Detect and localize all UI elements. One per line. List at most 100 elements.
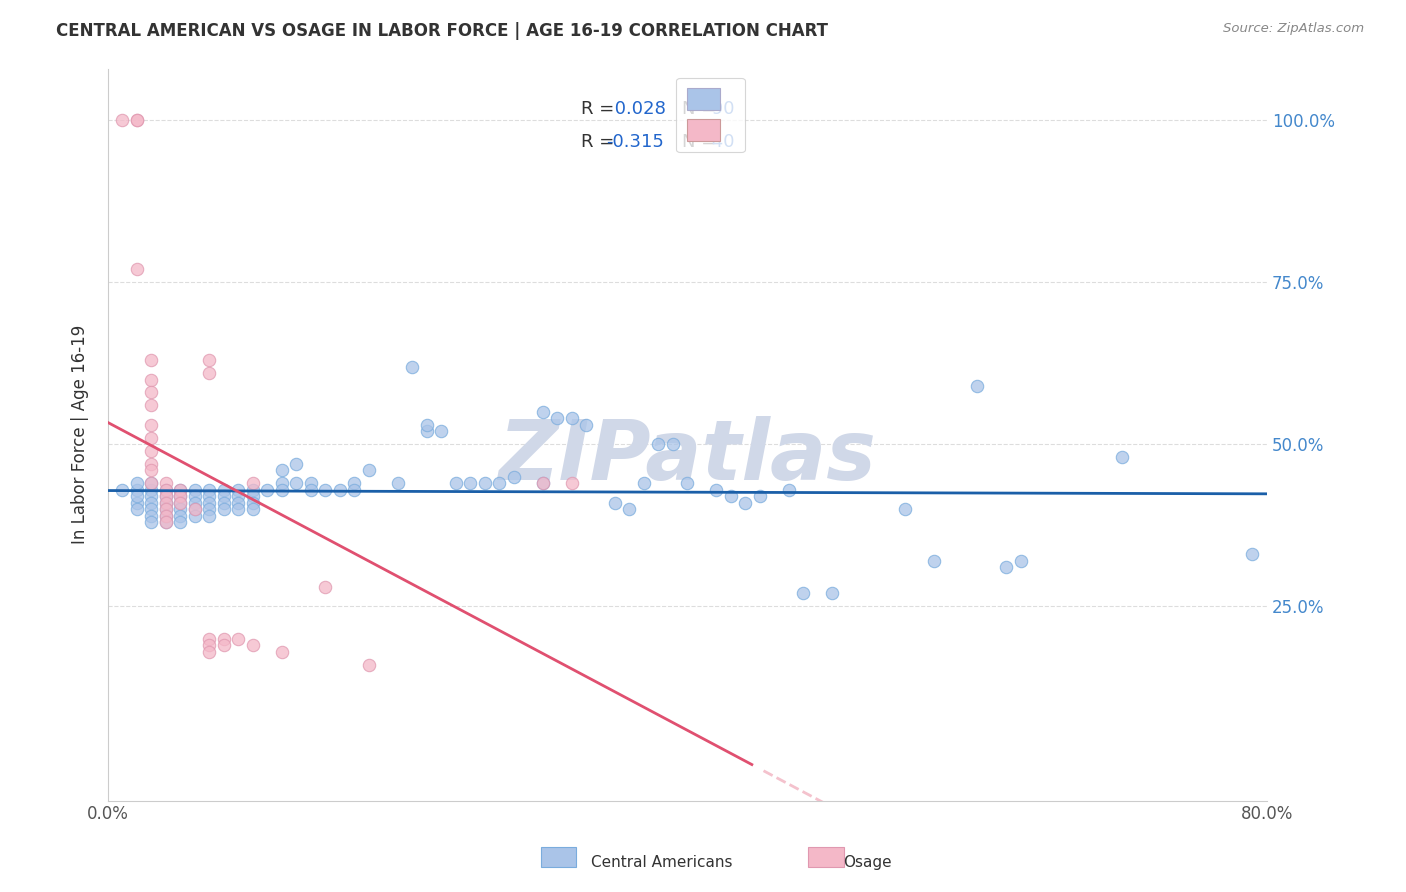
FancyBboxPatch shape (808, 847, 844, 867)
Point (141, 457, 163, 471)
Point (141, 502, 163, 516)
Point (676, 476, 699, 491)
Text: -0.315: -0.315 (606, 133, 664, 151)
Point (1111, 450, 1133, 465)
Point (169, 508, 191, 523)
Point (531, 476, 554, 491)
Point (228, 495, 250, 509)
Point (430, 425, 453, 439)
Point (270, 645, 292, 659)
Point (155, 508, 177, 523)
Point (603, 495, 626, 509)
Point (212, 632, 235, 646)
Point (314, 580, 336, 594)
Point (212, 502, 235, 516)
Point (647, 437, 669, 451)
Point (125, 476, 148, 491)
Point (155, 495, 177, 509)
Point (141, 443, 163, 458)
Point (720, 489, 742, 503)
Point (125, 502, 148, 516)
Point (329, 483, 352, 497)
Point (184, 483, 207, 497)
Point (706, 483, 728, 497)
Text: 90: 90 (706, 100, 734, 118)
Point (198, 353, 221, 368)
Point (125, 113, 148, 128)
Point (228, 632, 250, 646)
Point (125, 489, 148, 503)
Point (285, 457, 308, 471)
Point (141, 431, 163, 445)
Point (228, 483, 250, 497)
Point (662, 437, 685, 451)
Point (256, 483, 278, 497)
Point (561, 476, 583, 491)
Point (401, 359, 423, 374)
Point (198, 495, 221, 509)
Point (792, 586, 814, 600)
Point (821, 586, 844, 600)
Point (270, 476, 292, 491)
Point (575, 417, 598, 432)
Point (270, 463, 292, 477)
Point (995, 560, 1018, 574)
FancyBboxPatch shape (541, 847, 576, 867)
Point (212, 495, 235, 509)
Point (198, 483, 221, 497)
Point (242, 489, 264, 503)
Point (184, 495, 207, 509)
Point (155, 483, 177, 497)
Point (343, 483, 366, 497)
Point (125, 483, 148, 497)
Point (155, 495, 177, 509)
Point (734, 495, 756, 509)
Point (242, 495, 264, 509)
Point (141, 483, 163, 497)
Point (458, 476, 481, 491)
Y-axis label: In Labor Force | Age 16-19: In Labor Force | Age 16-19 (72, 325, 89, 544)
Point (155, 515, 177, 529)
Point (299, 476, 322, 491)
Point (314, 483, 336, 497)
Point (228, 502, 250, 516)
Point (141, 515, 163, 529)
Point (198, 645, 221, 659)
Point (155, 502, 177, 516)
Point (169, 495, 191, 509)
Point (444, 476, 467, 491)
Point (141, 508, 163, 523)
Point (270, 483, 292, 497)
Point (387, 476, 409, 491)
Point (141, 463, 163, 477)
Point (141, 353, 163, 368)
Point (357, 657, 380, 672)
Point (415, 425, 437, 439)
Point (198, 502, 221, 516)
Point (155, 489, 177, 503)
Point (893, 502, 915, 516)
Point (748, 489, 770, 503)
Point (212, 483, 235, 497)
Point (415, 417, 437, 432)
Point (531, 405, 554, 419)
Point (502, 469, 524, 483)
Point (242, 638, 264, 652)
Point (184, 508, 207, 523)
Point (1241, 548, 1264, 562)
Point (198, 508, 221, 523)
Point (343, 476, 366, 491)
Point (125, 262, 148, 277)
Point (141, 385, 163, 400)
Point (198, 366, 221, 380)
Point (198, 489, 221, 503)
Point (111, 113, 134, 128)
Point (141, 495, 163, 509)
Text: Osage: Osage (844, 855, 893, 870)
Point (299, 483, 322, 497)
Point (155, 502, 177, 516)
Point (922, 554, 945, 568)
Point (488, 476, 510, 491)
Legend: , : , (676, 78, 745, 153)
Point (125, 113, 148, 128)
